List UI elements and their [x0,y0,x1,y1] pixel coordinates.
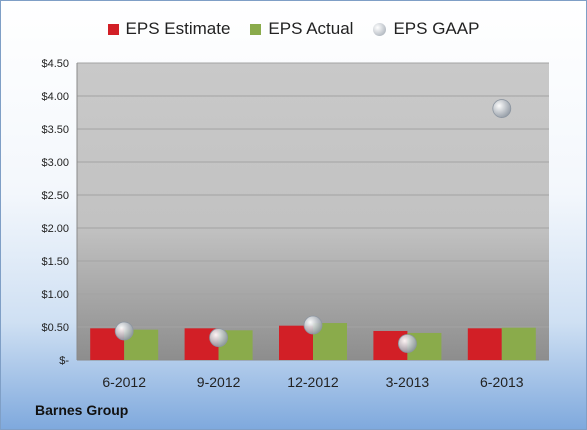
legend-item-eps-actual: EPS Actual [250,19,353,39]
legend-label-estimate: EPS Estimate [125,19,231,38]
y-tick-label: $0.50 [41,322,69,334]
legend: EPS Estimate EPS Actual EPS GAAP [1,19,586,39]
legend-label-gaap: EPS GAAP [393,19,480,38]
gaap-point [114,321,134,341]
x-tick-label: 3-2013 [386,374,430,390]
gaap-point [397,334,417,353]
x-tick-label: 6-2012 [102,374,146,390]
bar-estimate [467,328,502,360]
y-tick-label: $4.00 [41,91,69,103]
y-tick-label: $3.50 [41,124,69,136]
legend-swatch-actual [250,23,262,35]
x-tick-label: 12-2012 [287,374,339,390]
legend-swatch-gaap [373,22,387,36]
y-tick-label: $3.00 [41,157,69,169]
plot-area [77,63,549,360]
legend-swatch-estimate [107,23,119,35]
legend-item-eps-gaap: EPS GAAP [373,19,479,39]
company-name: Barnes Group [35,402,129,418]
y-tick-label: $1.50 [41,256,69,268]
gaap-point [209,328,229,347]
x-tick-label: 6-2013 [480,374,524,390]
y-tick-label: $- [59,355,69,367]
y-tick-label: $4.50 [41,58,69,70]
y-tick-label: $1.00 [41,289,69,301]
y-tick-label: $2.00 [41,223,69,235]
gaap-point [303,315,323,335]
bar-actual [501,327,536,360]
y-tick-label: $2.50 [41,190,69,202]
legend-label-actual: EPS Actual [268,19,354,38]
legend-item-eps-estimate: EPS Estimate [107,19,231,39]
x-tick-label: 9-2012 [197,374,241,390]
gaap-point [492,99,512,118]
